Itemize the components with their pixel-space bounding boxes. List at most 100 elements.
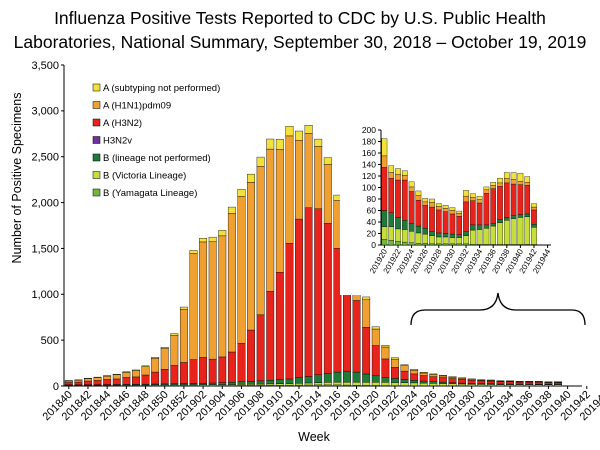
bar-segment-a-h3n2 — [515, 382, 524, 385]
bar-segment-b-lineage-not-performed — [179, 383, 188, 386]
legend-label: B (Victoria Lineage) — [103, 171, 186, 182]
bar-segment-b-victoria-lineage — [395, 228, 401, 242]
bar-segment-a-h3n2 — [84, 380, 92, 385]
bar-segment-b-victoria-lineage — [343, 381, 351, 386]
bar-segment-a-h3n2 — [208, 358, 217, 384]
bar-segment-b-yamagata-lineage — [422, 243, 429, 246]
bar-segment-a-h1n1-pdm09 — [151, 358, 160, 373]
bar-segment-a-subtyping-not-performed — [458, 377, 467, 379]
bar-segment-a-h1n1-pdm09 — [490, 185, 497, 189]
bar-segment-b-lineage-not-performed — [469, 224, 476, 231]
bar-segment-a-h1n1-pdm09 — [112, 374, 121, 380]
y-tick-label: 500 — [41, 335, 59, 347]
bar-segment-b-victoria-lineage — [381, 382, 390, 386]
bar-segment-a-h1n1-pdm09 — [401, 175, 408, 181]
bar-segment-b-lineage-not-performed — [401, 220, 408, 230]
inset-bracket — [410, 292, 586, 326]
legend-label: B (lineage not performed) — [103, 153, 211, 164]
bar-segment-a-h3n2 — [448, 378, 457, 383]
bar-segment-a-h3n2 — [490, 188, 497, 224]
bar-segment-a-subtyping-not-performed — [388, 165, 395, 173]
y-tick-label: 3,500 — [31, 60, 59, 72]
bar-segment-a-h1n1-pdm09 — [463, 195, 469, 203]
bar-segment-a-h3n2 — [256, 314, 265, 382]
bar-segment-b-victoria-lineage — [323, 382, 332, 386]
bar-segment-a-h3n2 — [449, 213, 456, 235]
bar-segment-a-h3n2 — [435, 209, 442, 234]
bar-segment-a-subtyping-not-performed — [381, 138, 388, 157]
y-tick-label: 2,000 — [31, 197, 59, 209]
bar-segment-b-victoria-lineage — [517, 217, 524, 245]
bar-segment-a-subtyping-not-performed — [408, 181, 415, 188]
bar-segment-a-subtyping-not-performed — [160, 347, 169, 349]
bar-segment-b-lineage-not-performed — [227, 382, 236, 385]
bar-segment-a-h1n1-pdm09 — [141, 366, 150, 376]
y-tick-label: 0 — [371, 240, 376, 250]
bar-segment-b-victoria-lineage — [469, 229, 476, 245]
bar-segment-a-h3n2 — [227, 351, 236, 383]
bar-segment-a-subtyping-not-performed — [227, 206, 236, 214]
bar-segment-a-h3n2 — [381, 358, 390, 378]
bar-segment-a-subtyping-not-performed — [524, 176, 531, 183]
bar-segment-b-lineage-not-performed — [476, 224, 483, 230]
bar-segment-a-h1n1-pdm09 — [189, 252, 198, 360]
bar-segment-a-h1n1-pdm09 — [381, 155, 388, 168]
bar-segment-b-victoria-lineage — [422, 233, 429, 244]
bar-segment-a-h3n2 — [486, 380, 495, 384]
bar-segment-a-subtyping-not-performed — [483, 186, 490, 190]
bar-segment-a-h3n2 — [189, 359, 198, 384]
bar-segment-b-victoria-lineage — [381, 226, 388, 240]
bar-segment-b-yamagata-lineage — [388, 240, 395, 246]
bar-segment-a-h3n2 — [544, 382, 553, 385]
bar-segment-a-subtyping-not-performed — [449, 207, 456, 211]
bar-segment-a-subtyping-not-performed — [456, 210, 463, 214]
bar-segment-a-subtyping-not-performed — [438, 375, 447, 377]
bar-segment-b-lineage-not-performed — [371, 375, 380, 383]
bar-segment-b-lineage-not-performed — [435, 232, 442, 238]
inset-x-ticks: 2019202019222019242019262019282019302019… — [368, 245, 553, 275]
bar-segment-a-h3n2 — [323, 223, 332, 374]
bar-segment-a-subtyping-not-performed — [122, 371, 131, 373]
bar-segment-a-h3n2 — [534, 382, 543, 385]
main-x-ticks: 2018402018422018442018462018482018502018… — [40, 386, 600, 423]
bar-segment-b-yamagata-lineage — [415, 243, 422, 246]
bar-segment-a-h1n1-pdm09 — [497, 182, 503, 187]
bar-segment-b-lineage-not-performed — [362, 373, 371, 383]
bar-segment-a-subtyping-not-performed — [497, 178, 503, 184]
bar-segment-a-subtyping-not-performed — [208, 236, 217, 242]
y-tick-label: 140 — [362, 159, 376, 169]
bar-segment-a-h1n1-pdm09 — [429, 374, 438, 377]
bar-segment-b-victoria-lineage — [496, 384, 505, 387]
bar-segment-a-h3n2 — [304, 207, 313, 377]
bar-segment-a-h3n2 — [517, 184, 524, 215]
bar-segment-a-h3n2 — [112, 378, 121, 385]
bar-segment-a-h3n2 — [469, 200, 476, 226]
bar-segment-b-lineage-not-performed — [285, 378, 294, 384]
bar-segment-b-victoria-lineage — [448, 383, 457, 387]
bar-segment-a-subtyping-not-performed — [237, 188, 246, 197]
bar-segment-a-h1n1-pdm09 — [510, 179, 517, 185]
bar-segment-a-h3n2 — [496, 381, 505, 385]
bar-segment-a-subtyping-not-performed — [266, 138, 275, 150]
bar-segment-a-h1n1-pdm09 — [275, 149, 284, 273]
bar-segment-a-subtyping-not-performed — [275, 139, 284, 150]
bar-segment-b-lineage-not-performed — [503, 217, 510, 221]
bar-segment-a-h3n2 — [467, 380, 476, 384]
bar-segment-a-h3n2 — [266, 291, 275, 381]
bar-segment-a-subtyping-not-performed — [304, 125, 313, 134]
bar-segment-b-victoria-lineage — [419, 382, 428, 387]
bar-segment-a-h3n2 — [74, 381, 83, 386]
y-tick-label: 60 — [367, 205, 377, 215]
bar-segment-a-h3n2 — [419, 375, 428, 382]
bar-segment-b-victoria-lineage — [449, 237, 456, 245]
bar-segment-b-lineage-not-performed — [304, 376, 313, 384]
bar-segment-a-h3n2 — [275, 272, 284, 380]
bar-segment-a-h1n1-pdm09 — [218, 235, 227, 358]
bar-segment-b-victoria-lineage — [467, 384, 476, 387]
bar-segment-a-h3n2 — [122, 377, 131, 385]
bar-segment-a-h3n2 — [93, 380, 102, 385]
bar-segment-a-h3n2 — [497, 186, 503, 220]
legend-label: A (subtyping not performed) — [103, 83, 220, 94]
bar-segment-a-subtyping-not-performed — [422, 198, 429, 203]
bar-segment-a-subtyping-not-performed — [435, 203, 442, 207]
